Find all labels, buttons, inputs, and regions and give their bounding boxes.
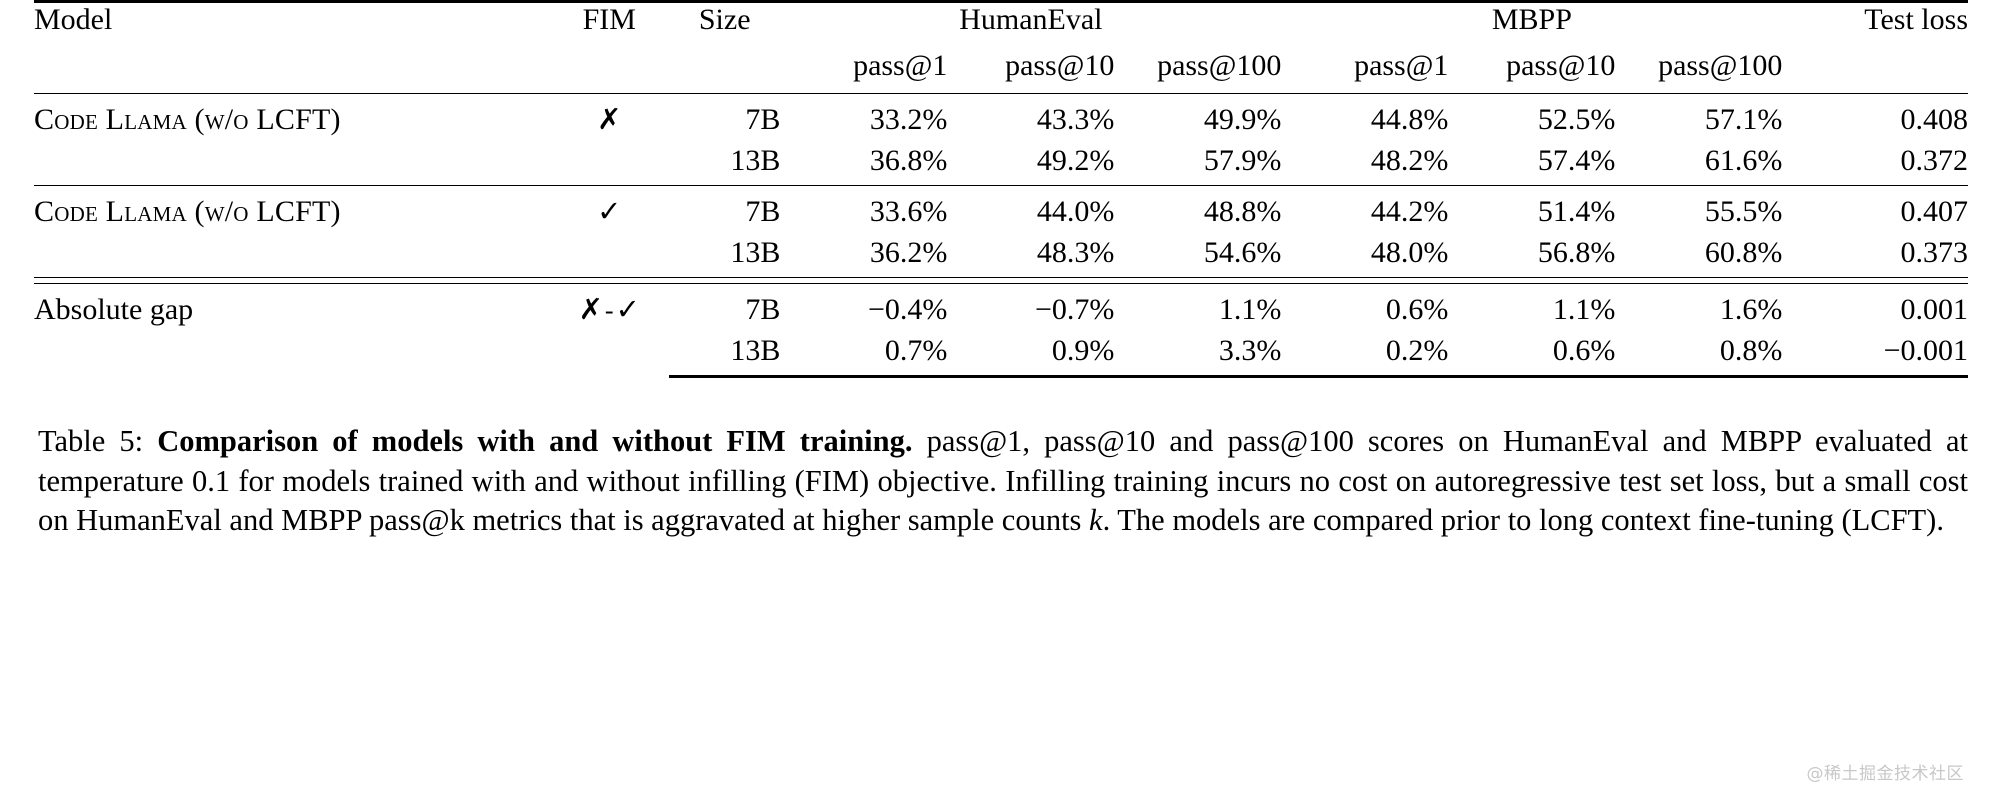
- header-sub-mbpp-pass100: pass@100: [1658, 49, 1783, 82]
- cell-test-loss: −0.001: [1782, 334, 1968, 378]
- cell-mbpp-pass100: 55.5%: [1704, 195, 1783, 228]
- table-row: 13B 36.8% 49.2% 57.9% 48.2% 57.4% 61.6% …: [34, 144, 1968, 186]
- fim-mark-separator: -: [604, 296, 614, 325]
- cell-mbpp-pass1: 44.8%: [1370, 103, 1449, 136]
- header-sub-spacer-fim: [549, 49, 669, 94]
- cell-he-pass100: 48.8%: [1203, 195, 1282, 228]
- cell-test-loss: 0.408: [1900, 103, 1969, 136]
- cell-he-pass1: 33.2%: [869, 103, 948, 136]
- row-size: 13B: [669, 334, 781, 378]
- cell-he-pass1: 36.8%: [869, 144, 948, 177]
- caption-italic-k: k: [1089, 503, 1103, 538]
- header-group-mbpp: MBPP: [1281, 0, 1783, 49]
- model-label: Absolute gap: [34, 293, 194, 326]
- model-label: Code Llama (w/o LCFT): [34, 103, 341, 136]
- cell-mbpp-pass1: 0.2%: [1281, 334, 1449, 378]
- cell-he-pass10: 48.3%: [1036, 236, 1115, 269]
- header-sub-he-pass100: pass@100: [1157, 49, 1282, 82]
- cell-he-pass100: 3.3%: [1114, 334, 1282, 378]
- cell-test-loss: 0.407: [1900, 195, 1969, 228]
- caption-label: Table 5:: [38, 424, 144, 458]
- cell-mbpp-pass100: 57.1%: [1704, 103, 1783, 136]
- cell-mbpp-pass10: 51.4%: [1537, 195, 1616, 228]
- table-row: Code Llama (w/o LCFT) ✓ 7B 33.6% 44.0% 4…: [34, 195, 1968, 236]
- cell-he-pass100: 1.1%: [1218, 293, 1282, 326]
- cell-mbpp-pass1: 44.2%: [1370, 195, 1449, 228]
- table-row: 13B 0.7% 0.9% 3.3% 0.2% 0.6% 0.8% −0.001: [34, 334, 1968, 378]
- header-fim: FIM: [549, 0, 670, 49]
- header-group-humaneval: HumanEval: [780, 0, 1282, 49]
- cell-he-pass1: 0.7%: [780, 334, 948, 378]
- table-row: Code Llama (w/o LCFT) ✗ 7B 33.2% 43.3% 4…: [34, 103, 1968, 144]
- cross-icon: ✗: [549, 103, 669, 186]
- fim-mark-glyph-cross: ✗: [578, 292, 603, 326]
- cell-test-loss: 0.373: [1900, 236, 1969, 269]
- cell-mbpp-pass10: 0.6%: [1448, 334, 1616, 378]
- cell-he-pass10: 0.9%: [947, 334, 1115, 378]
- caption-body-2: . The models are compared prior to long …: [1102, 503, 1944, 538]
- fim-mark-glyph: ✓: [597, 194, 622, 228]
- header-test-loss: Test loss: [1782, 0, 1968, 49]
- rule-double-bottom: [34, 283, 1968, 293]
- cell-he-pass10: −0.7%: [1034, 293, 1115, 326]
- cell-mbpp-pass10: 1.1%: [1552, 293, 1616, 326]
- table-row: Absolute gap ✗-✓ 7B −0.4% −0.7% 1.1% 0.6…: [34, 293, 1968, 334]
- cell-mbpp-pass1: 48.0%: [1370, 236, 1449, 269]
- row-size: 7B: [745, 293, 781, 326]
- rule-after-header: [34, 93, 1968, 103]
- row-model-name-block2: Code Llama (w/o LCFT): [34, 195, 549, 278]
- cell-he-pass1: 36.2%: [869, 236, 948, 269]
- row-size: 7B: [745, 103, 781, 136]
- cell-mbpp-pass10: 57.4%: [1537, 144, 1616, 177]
- cell-test-loss: 0.001: [1900, 293, 1969, 326]
- table-header-row-sub: pass@1 pass@10 pass@100 pass@1 pass@10 p…: [34, 49, 1968, 94]
- cell-he-pass10: 44.0%: [1036, 195, 1115, 228]
- watermark: @稀土掘金技术社区: [1806, 764, 1964, 784]
- header-sub-he-pass10: pass@10: [1005, 49, 1115, 82]
- fim-mark-glyph: ✗: [597, 102, 622, 136]
- table-row: 13B 36.2% 48.3% 54.6% 48.0% 56.8% 60.8% …: [34, 236, 1968, 278]
- cell-test-loss: 0.372: [1900, 144, 1969, 177]
- cell-mbpp-pass10: 56.8%: [1537, 236, 1616, 269]
- row-size: 13B: [730, 236, 781, 269]
- table-header-row-groups: Model FIM Size HumanEval MBPP Test loss: [34, 0, 1968, 49]
- header-sub-mbpp-pass1: pass@1: [1354, 49, 1449, 82]
- cell-he-pass100: 54.6%: [1203, 236, 1282, 269]
- cell-mbpp-pass100: 1.6%: [1719, 293, 1783, 326]
- row-size: 7B: [745, 195, 781, 228]
- cell-mbpp-pass10: 52.5%: [1537, 103, 1616, 136]
- cell-mbpp-pass100: 60.8%: [1704, 236, 1783, 269]
- header-sub-mbpp-pass10: pass@10: [1506, 49, 1616, 82]
- row-model-name-block3: Absolute gap: [34, 293, 549, 377]
- header-size: Size: [669, 0, 781, 49]
- cell-mbpp-pass100: 61.6%: [1704, 144, 1783, 177]
- cross-minus-check-icon: ✗-✓: [549, 293, 669, 377]
- cell-mbpp-pass1: 48.2%: [1370, 144, 1449, 177]
- header-model: Model: [34, 0, 550, 49]
- cell-he-pass10: 43.3%: [1036, 103, 1115, 136]
- cell-he-pass100: 49.9%: [1203, 103, 1282, 136]
- cell-mbpp-pass100: 0.8%: [1615, 334, 1783, 378]
- table-caption: Table 5: Comparison of models with and w…: [34, 422, 1968, 541]
- row-model-name-block1: Code Llama (w/o LCFT): [34, 103, 549, 186]
- header-sub-spacer-loss: [1782, 49, 1968, 94]
- header-sub-spacer-model: [34, 49, 549, 94]
- rule-between-blocks: [34, 185, 1968, 195]
- caption-title: Comparison of models with and without FI…: [157, 424, 913, 458]
- cell-he-pass1: 33.6%: [869, 195, 948, 228]
- results-table: Model FIM Size HumanEval MBPP Test loss …: [34, 0, 1968, 378]
- header-sub-he-pass1: pass@1: [853, 49, 948, 82]
- check-icon: ✓: [549, 195, 669, 278]
- cell-he-pass10: 49.2%: [1036, 144, 1115, 177]
- caption-body-1: pass@1, pass@10 and pass@100 scores on H…: [38, 424, 1968, 538]
- row-size: 13B: [730, 144, 781, 177]
- cell-he-pass100: 57.9%: [1203, 144, 1282, 177]
- header-sub-spacer-size: [669, 49, 780, 94]
- rule-double-top: [34, 277, 1968, 284]
- model-label: Code Llama (w/o LCFT): [34, 195, 341, 228]
- cell-he-pass1: −0.4%: [867, 293, 948, 326]
- fim-mark-glyph-check: ✓: [615, 292, 640, 326]
- cell-mbpp-pass1: 0.6%: [1385, 293, 1449, 326]
